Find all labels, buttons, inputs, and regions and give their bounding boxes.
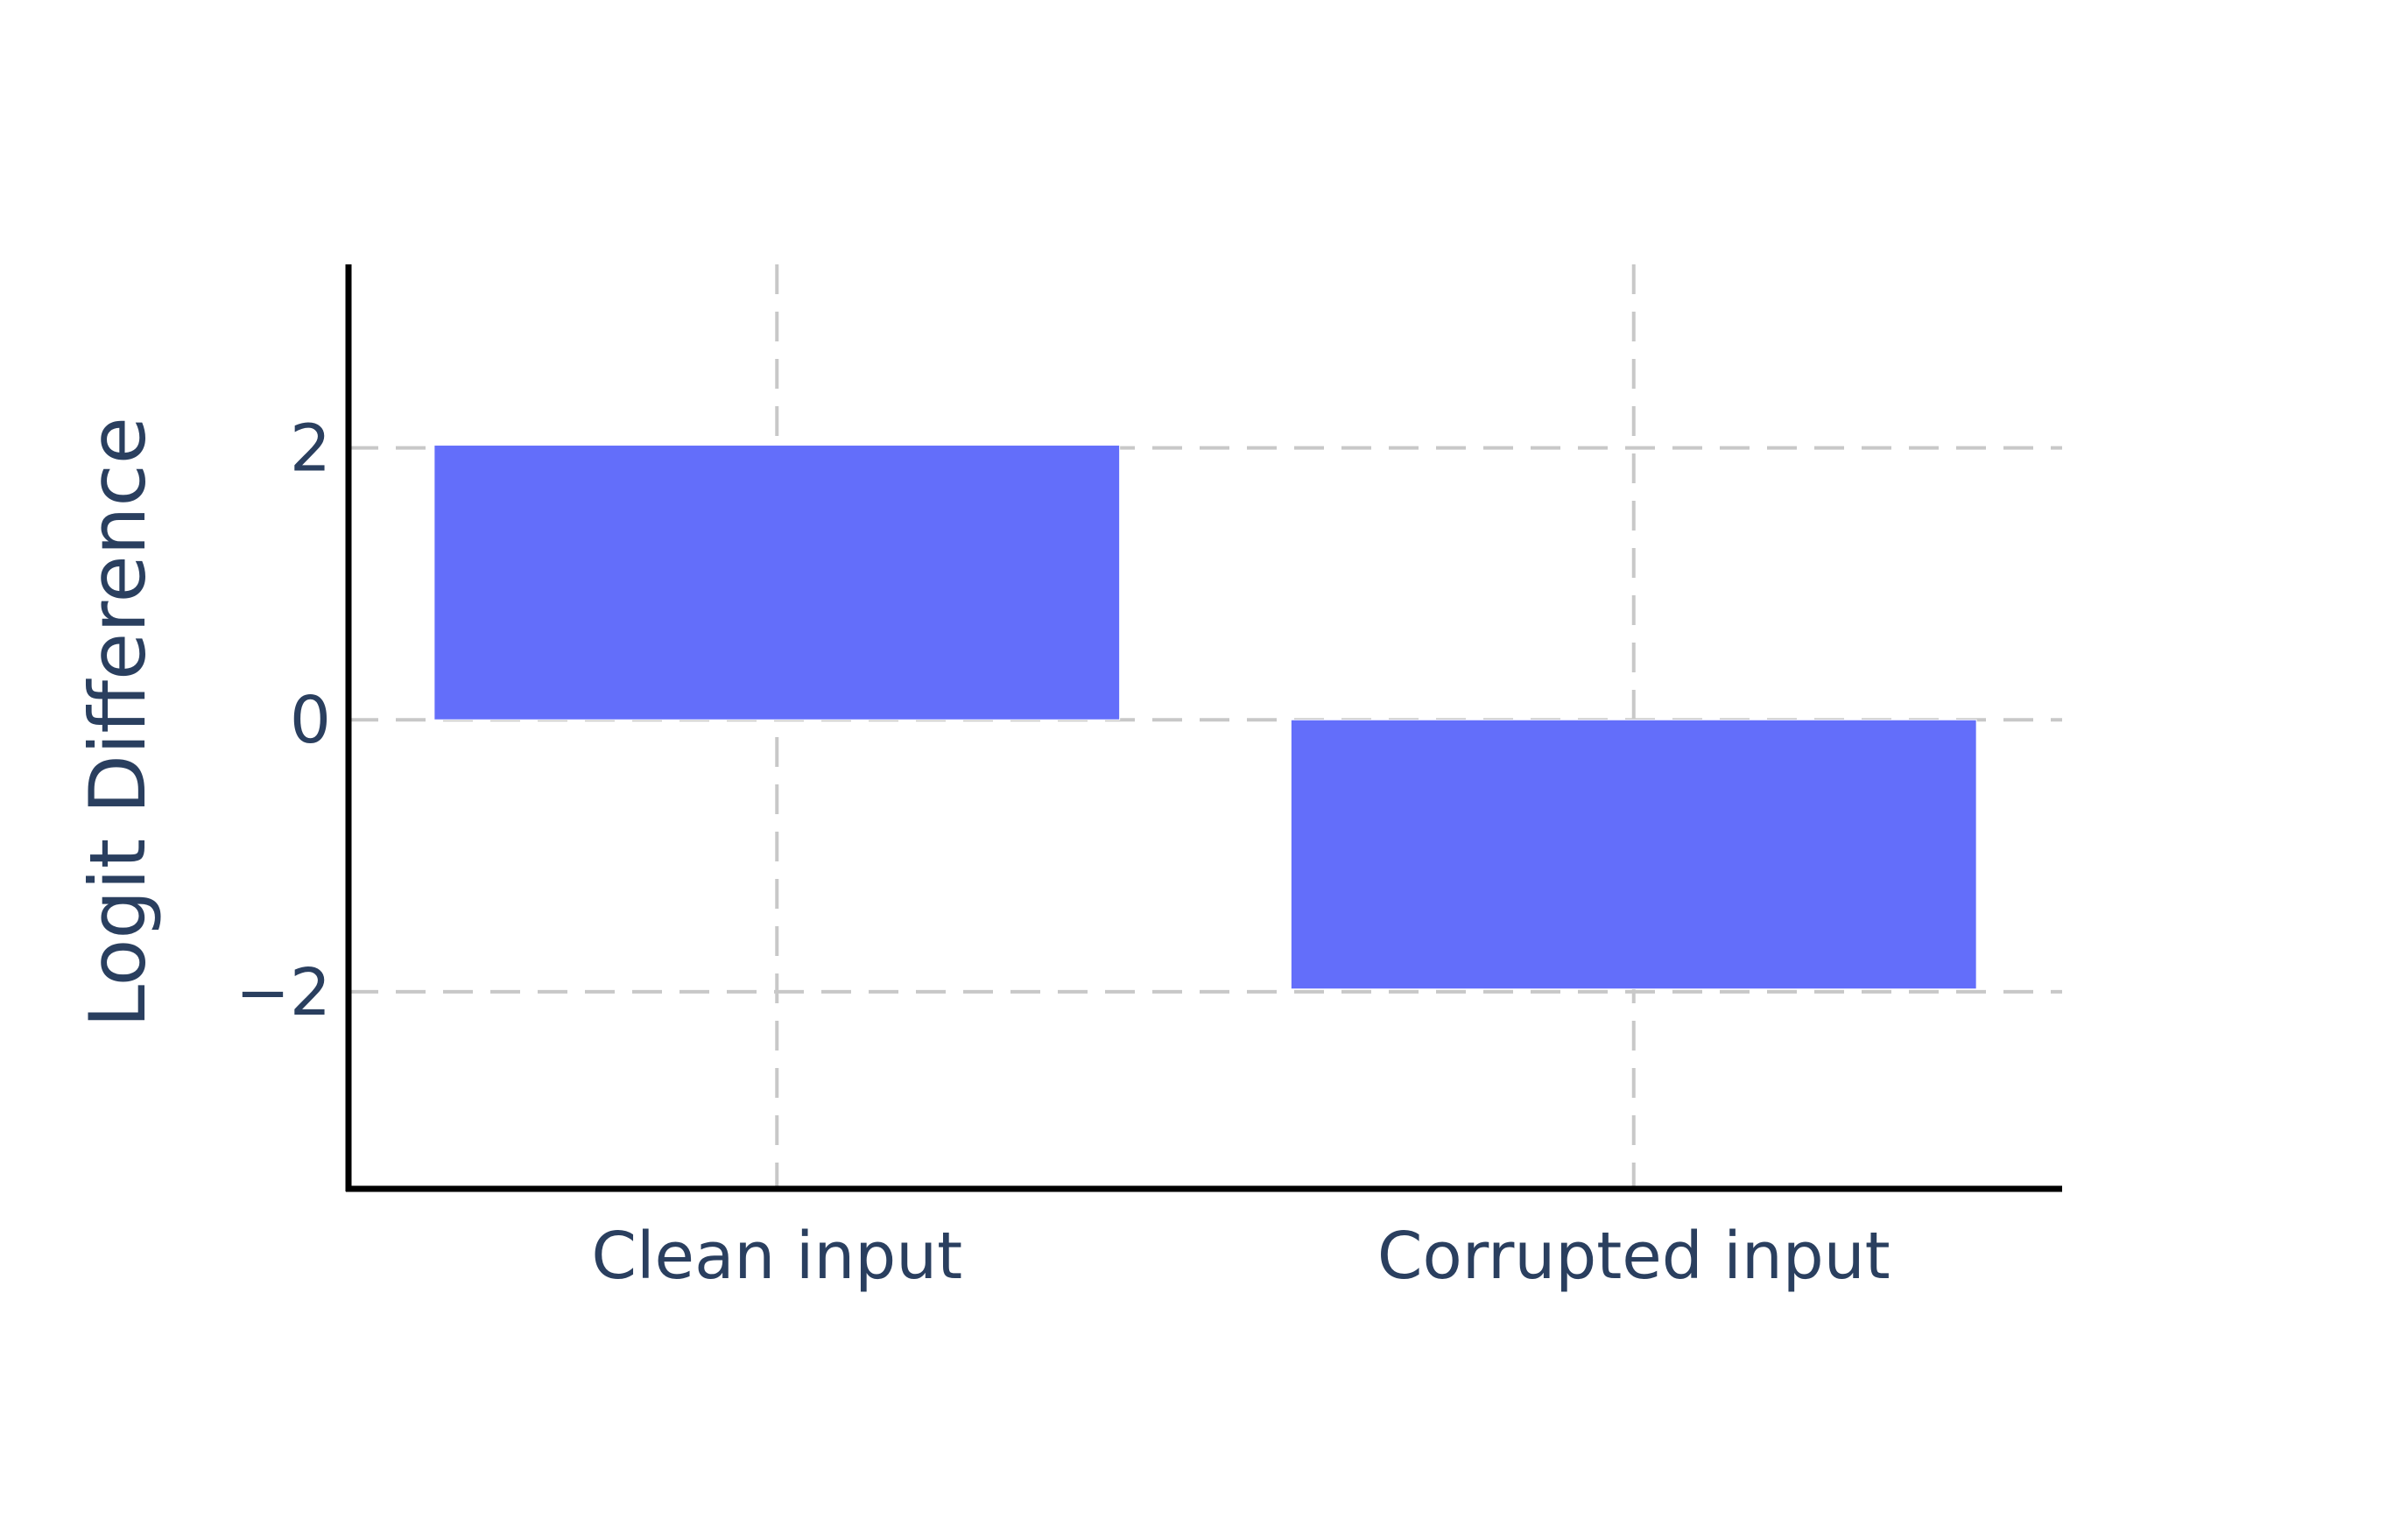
x-tick-label: Corrupted input bbox=[1377, 1219, 1890, 1294]
bar bbox=[433, 445, 1121, 720]
y-axis-title: Logit Difference bbox=[73, 417, 163, 1028]
bars bbox=[433, 445, 1977, 990]
y-tick-label: 2 bbox=[290, 411, 331, 487]
y-tick-labels: −2 0 2 bbox=[236, 411, 331, 1030]
y-tick-label: 0 bbox=[290, 683, 331, 758]
y-tick-label: −2 bbox=[236, 955, 331, 1030]
x-tick-labels: Clean input Corrupted input bbox=[591, 1219, 1890, 1294]
x-tick-label: Clean input bbox=[591, 1219, 962, 1294]
axes bbox=[345, 264, 2062, 1192]
bar bbox=[1290, 719, 1977, 990]
